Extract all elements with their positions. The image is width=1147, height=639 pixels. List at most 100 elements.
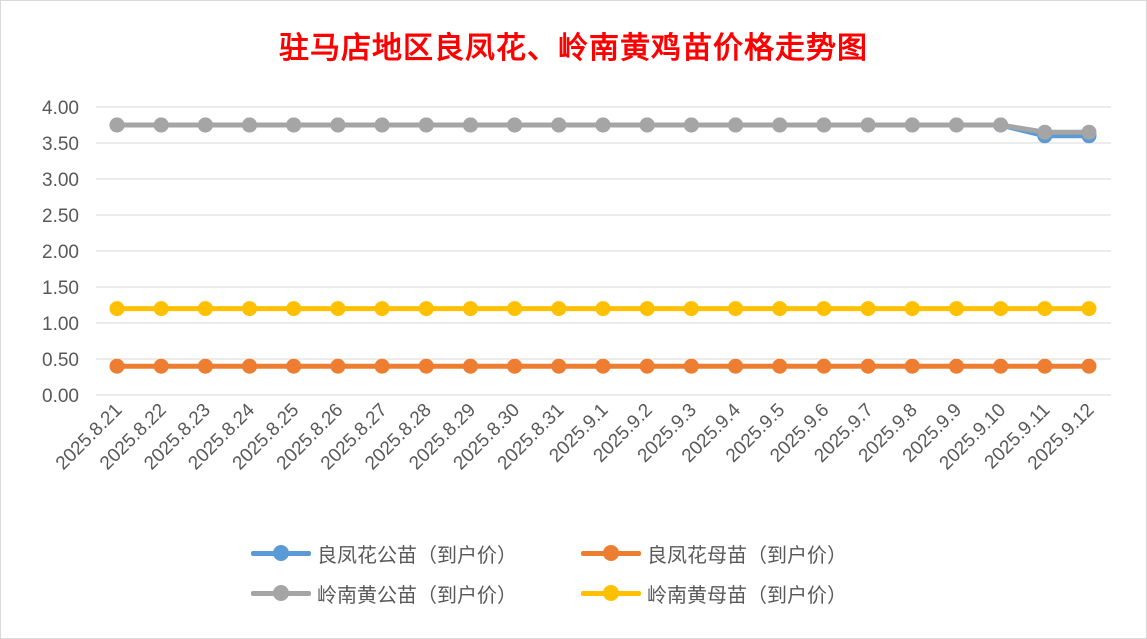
data-point[interactable] — [772, 301, 788, 317]
data-point[interactable] — [242, 117, 258, 133]
legend-swatch-2 — [581, 543, 641, 563]
legend-label-2: 良凤花母苗（到户价） — [647, 542, 847, 567]
legend-label-4: 岭南黄母苗（到户价） — [647, 582, 847, 607]
data-point[interactable] — [948, 117, 964, 133]
data-point[interactable] — [1081, 301, 1097, 317]
data-point[interactable] — [683, 301, 699, 317]
y-tick-label: 3.50 — [42, 134, 79, 155]
data-point[interactable] — [418, 358, 434, 374]
legend-swatch-1 — [251, 543, 311, 563]
data-point[interactable] — [330, 117, 346, 133]
y-tick-label: 3.00 — [42, 170, 79, 191]
data-point[interactable] — [772, 117, 788, 133]
data-point[interactable] — [462, 301, 478, 317]
data-point[interactable] — [418, 301, 434, 317]
data-point[interactable] — [904, 117, 920, 133]
series-3 — [109, 117, 1097, 140]
data-point[interactable] — [197, 301, 213, 317]
data-point[interactable] — [153, 301, 169, 317]
gridlines — [96, 106, 1111, 396]
legend-swatch-3 — [251, 583, 311, 603]
data-point[interactable] — [728, 301, 744, 317]
x-axis-ticks: 2025.8.212025.8.222025.8.232025.8.242025… — [52, 399, 1099, 474]
data-point[interactable] — [816, 117, 832, 133]
data-point[interactable] — [683, 117, 699, 133]
y-tick-label: 1.00 — [42, 314, 79, 335]
data-point[interactable] — [374, 301, 390, 317]
data-point[interactable] — [109, 301, 125, 317]
data-point[interactable] — [639, 358, 655, 374]
data-point[interactable] — [1037, 124, 1053, 140]
data-point[interactable] — [507, 301, 523, 317]
data-point[interactable] — [948, 301, 964, 317]
data-point[interactable] — [551, 358, 567, 374]
data-point[interactable] — [595, 358, 611, 374]
data-point[interactable] — [993, 117, 1009, 133]
series-2 — [109, 358, 1097, 374]
data-point[interactable] — [507, 358, 523, 374]
legend-item-3[interactable]: 岭南黄公苗（到户价） — [251, 576, 517, 610]
data-point[interactable] — [286, 358, 302, 374]
data-point[interactable] — [595, 301, 611, 317]
data-point[interactable] — [197, 117, 213, 133]
data-point[interactable] — [242, 358, 258, 374]
data-point[interactable] — [1037, 301, 1053, 317]
data-point[interactable] — [816, 301, 832, 317]
series-4 — [109, 301, 1097, 317]
data-point[interactable] — [728, 358, 744, 374]
y-tick-label: 1.50 — [42, 278, 79, 299]
legend-label-1: 良凤花公苗（到户价） — [317, 542, 517, 567]
data-point[interactable] — [418, 117, 434, 133]
data-point[interactable] — [286, 117, 302, 133]
data-point[interactable] — [462, 117, 478, 133]
series-layer — [109, 117, 1097, 374]
legend-item-4[interactable]: 岭南黄母苗（到户价） — [581, 576, 847, 610]
data-point[interactable] — [683, 358, 699, 374]
data-point[interactable] — [860, 301, 876, 317]
data-point[interactable] — [109, 358, 125, 374]
data-point[interactable] — [772, 358, 788, 374]
y-axis-ticks: 0.00 0.50 1.00 1.50 2.00 2.50 3.00 3.50 4.00 — [42, 98, 79, 407]
data-point[interactable] — [242, 301, 258, 317]
data-point[interactable] — [1081, 358, 1097, 374]
data-point[interactable] — [374, 117, 390, 133]
data-point[interactable] — [639, 301, 655, 317]
data-point[interactable] — [286, 301, 302, 317]
legend-swatch-4 — [581, 583, 641, 603]
data-point[interactable] — [1037, 358, 1053, 374]
data-point[interactable] — [1081, 124, 1097, 140]
data-point[interactable] — [948, 358, 964, 374]
legend-item-2[interactable]: 良凤花母苗（到户价） — [581, 536, 847, 570]
data-point[interactable] — [639, 117, 655, 133]
data-point[interactable] — [904, 301, 920, 317]
data-point[interactable] — [330, 301, 346, 317]
data-point[interactable] — [507, 117, 523, 133]
data-point[interactable] — [551, 301, 567, 317]
chart-title: 驻马店地区良凤花、岭南黄鸡苗价格走势图 — [279, 31, 868, 66]
legend-item-1[interactable]: 良凤花公苗（到户价） — [251, 536, 517, 570]
data-point[interactable] — [595, 117, 611, 133]
data-point[interactable] — [462, 358, 478, 374]
data-point[interactable] — [109, 117, 125, 133]
y-tick-label: 0.50 — [42, 350, 79, 371]
data-point[interactable] — [153, 117, 169, 133]
data-point[interactable] — [816, 358, 832, 374]
data-point[interactable] — [993, 358, 1009, 374]
data-point[interactable] — [153, 358, 169, 374]
y-tick-label: 4.00 — [42, 98, 79, 119]
data-point[interactable] — [860, 358, 876, 374]
data-point[interactable] — [904, 358, 920, 374]
data-point[interactable] — [374, 358, 390, 374]
y-tick-label: 2.50 — [42, 206, 79, 227]
data-point[interactable] — [551, 117, 567, 133]
data-point[interactable] — [728, 117, 744, 133]
y-tick-label: 2.00 — [42, 242, 79, 263]
data-point[interactable] — [330, 358, 346, 374]
data-point[interactable] — [197, 358, 213, 374]
data-point[interactable] — [993, 301, 1009, 317]
legend-label-3: 岭南黄公苗（到户价） — [317, 582, 517, 607]
y-tick-label: 0.00 — [42, 386, 79, 407]
data-point[interactable] — [860, 117, 876, 133]
